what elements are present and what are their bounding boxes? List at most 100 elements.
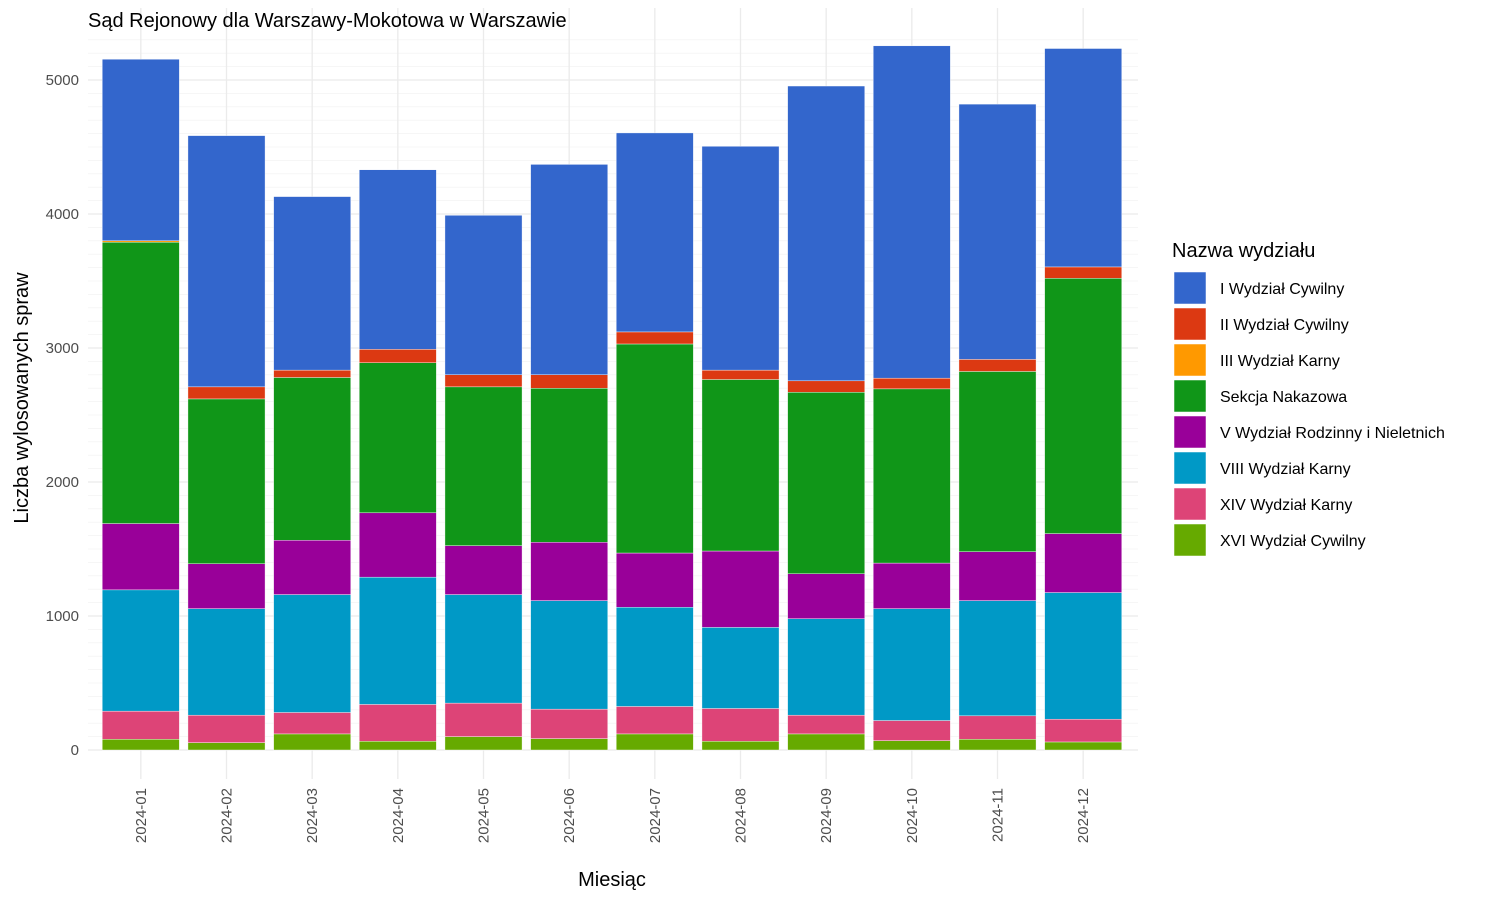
bar-segment: [616, 132, 694, 333]
x-tick-label: 2024-03: [304, 788, 321, 843]
legend-swatch: [1173, 487, 1207, 521]
y-tick-label: 3000: [46, 340, 79, 357]
bar-segment: [359, 741, 437, 751]
bar-segment: [530, 708, 608, 739]
bar-segment: [1044, 48, 1122, 268]
y-tick-label: 0: [71, 742, 79, 759]
bar-segment: [1044, 533, 1122, 593]
bar-segment: [787, 714, 865, 735]
bar-segment: [1044, 278, 1122, 534]
x-tick-label: 2024-11: [990, 788, 1007, 842]
legend-swatch: [1173, 343, 1207, 377]
x-tick-label: 2024-07: [647, 788, 664, 843]
x-tick-label: 2024-08: [733, 788, 750, 843]
bar-segment: [701, 146, 780, 371]
x-tick-label: 2024-10: [904, 788, 921, 843]
bar-segment: [701, 550, 780, 628]
legend-label: III Wydział Karny: [1220, 353, 1340, 370]
bar-segment: [187, 563, 266, 609]
bar-segment: [958, 551, 1037, 601]
bar-segment: [530, 600, 608, 710]
chart-title: Sąd Rejonowy dla Warszawy-Mokotowa w War…: [88, 10, 567, 32]
bar-segment: [616, 343, 694, 554]
legend-label: XIV Wydział Karny: [1220, 497, 1352, 514]
bar-segment: [273, 733, 351, 751]
bar-segment: [273, 594, 351, 713]
bar-segment: [787, 392, 865, 574]
bar-segment: [102, 523, 180, 591]
bar-segment: [273, 377, 351, 541]
bar-segment: [701, 741, 780, 751]
bar-segment: [273, 196, 351, 371]
bar-segment: [701, 369, 780, 380]
bar-segment: [701, 708, 780, 742]
bar-segment: [616, 331, 694, 345]
bar-segment: [102, 59, 180, 242]
bar-segment: [187, 742, 266, 751]
bar-segment: [359, 362, 437, 514]
bar-segment: [958, 103, 1037, 360]
bar-segment: [530, 164, 608, 376]
bar-segment: [787, 573, 865, 619]
bar-segment: [444, 736, 523, 751]
legend-label: I Wydział Cywilny: [1220, 281, 1344, 298]
bar-segment: [187, 135, 266, 388]
bar-segment: [273, 712, 351, 735]
bar-segment: [102, 241, 180, 524]
legend-label: Sekcja Nakazowa: [1220, 389, 1347, 406]
bar-segment: [701, 379, 780, 552]
y-tick-label: 4000: [46, 206, 79, 223]
bar-segment: [359, 512, 437, 578]
legend-swatch: [1173, 379, 1207, 413]
x-axis-title: Miesiąc: [578, 869, 646, 891]
x-tick-label: 2024-05: [476, 788, 493, 843]
bar-segment: [530, 738, 608, 751]
bars: [102, 45, 1122, 751]
bar-segment: [1044, 266, 1122, 279]
bar-segment: [444, 545, 523, 595]
x-tick-label: 2024-09: [818, 788, 835, 843]
bar-segment: [873, 720, 951, 741]
bar-segment: [616, 552, 694, 608]
legend: Nazwa wydziału I Wydział Cywilny II Wydzi…: [1172, 240, 1445, 557]
legend-label: II Wydział Cywilny: [1220, 317, 1349, 334]
bar-segment: [873, 608, 951, 721]
x-tick-label: 2024-01: [133, 788, 150, 843]
legend-label: V Wydział Rodzinny i Nieletnich: [1220, 425, 1445, 442]
bar-segment: [873, 740, 951, 751]
legend-swatch: [1173, 523, 1207, 557]
bar-segment: [873, 562, 951, 609]
bar-segment: [359, 349, 437, 363]
bar-segment: [616, 733, 694, 751]
y-tick-label: 2000: [46, 474, 79, 491]
bar-segment: [102, 739, 180, 751]
x-tick-label: 2024-02: [219, 788, 236, 843]
y-axis-title: Liczba wylosowanych spraw: [11, 272, 33, 524]
bar-segment: [187, 386, 266, 400]
x-tick-label: 2024-12: [1075, 788, 1092, 843]
bar-segment: [444, 374, 523, 388]
bar-segment: [1044, 718, 1122, 743]
x-tick-label: 2024-04: [390, 788, 407, 843]
y-axis-ticks: 0 1000 2000 3000 4000 5000: [46, 72, 79, 759]
bar-segment: [1044, 592, 1122, 720]
bar-segment: [530, 388, 608, 543]
bar-segment: [787, 618, 865, 716]
legend-swatch: [1173, 415, 1207, 449]
bar-segment: [187, 608, 266, 716]
bar-segment: [958, 371, 1037, 552]
bar-segment: [444, 702, 523, 737]
bar-segment: [958, 715, 1037, 740]
legend-title: Nazwa wydziału: [1172, 240, 1315, 262]
bar-segment: [873, 45, 951, 379]
bar-segment: [873, 377, 951, 390]
bar-segment: [958, 739, 1037, 751]
legend-swatch: [1173, 451, 1207, 485]
bar-segment: [359, 576, 437, 705]
x-axis-ticks: 2024-01 2024-02 2024-03 2024-04 2024-05 2024-…: [133, 788, 1092, 843]
bar-segment: [102, 240, 180, 243]
bar-segment: [444, 215, 523, 376]
legend-swatch: [1173, 271, 1207, 305]
y-tick-label: 5000: [46, 72, 79, 89]
bar-segment: [701, 627, 780, 709]
